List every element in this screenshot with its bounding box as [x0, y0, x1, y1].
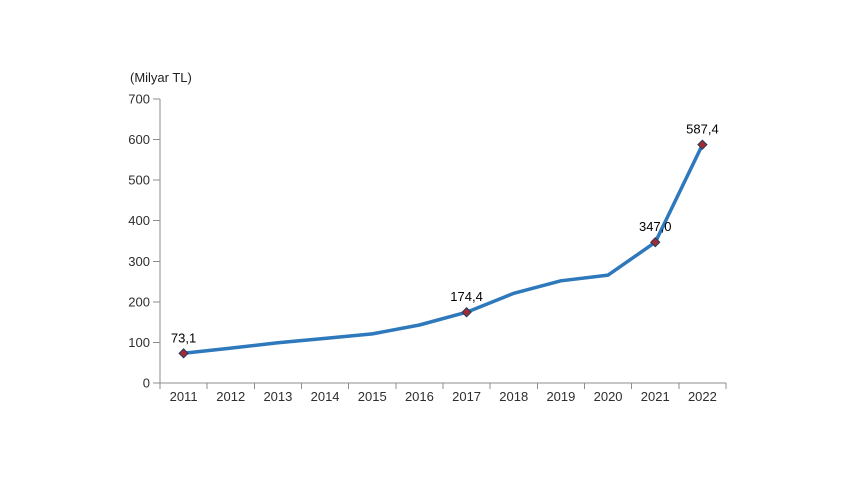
y-tick-label: 600 — [128, 132, 150, 147]
data-labels: 73,1 174,4 347,0 587,4 — [171, 122, 719, 346]
x-tick-label: 2021 — [641, 389, 670, 404]
x-tick-label: 2022 — [688, 389, 717, 404]
x-tick-label: 2015 — [358, 389, 387, 404]
unit-label: (Milyar TL) — [130, 70, 192, 85]
x-tick-label: 2016 — [405, 389, 434, 404]
x-tick-label: 2018 — [499, 389, 528, 404]
data-point-marker — [650, 237, 661, 248]
x-tick-label: 2011 — [170, 389, 198, 404]
data-point-label: 174,4 — [450, 289, 483, 304]
x-tick-label: 2013 — [263, 389, 292, 404]
trend-line — [181, 142, 705, 356]
data-point-marker — [461, 307, 472, 318]
data-point-marker — [697, 139, 708, 150]
x-tick-label: 2019 — [546, 389, 575, 404]
x-tick-label: 2017 — [452, 389, 481, 404]
x-tick-label: 2020 — [594, 389, 623, 404]
data-point-marker — [178, 348, 189, 359]
y-axis: 0 100 200 300 400 500 600 700 — [128, 92, 161, 391]
data-point-label: 587,4 — [686, 122, 719, 137]
data-point-label: 347,0 — [639, 219, 672, 234]
y-tick-label: 300 — [128, 254, 150, 269]
y-tick-label: 400 — [128, 213, 150, 228]
x-tick-label: 2012 — [216, 389, 245, 404]
y-tick-label: 0 — [143, 376, 150, 391]
data-series — [178, 139, 708, 359]
x-tick-label: 2014 — [311, 389, 340, 404]
y-tick-label: 500 — [128, 173, 150, 188]
x-axis: 2011 2012 2013 2014 2015 2016 2017 2018 2019 2020… — [159, 382, 727, 404]
y-tick-label: 200 — [128, 294, 150, 309]
data-point-label: 73,1 — [171, 330, 196, 345]
y-tick-label: 700 — [128, 92, 150, 107]
y-tick-label: 100 — [128, 335, 150, 350]
